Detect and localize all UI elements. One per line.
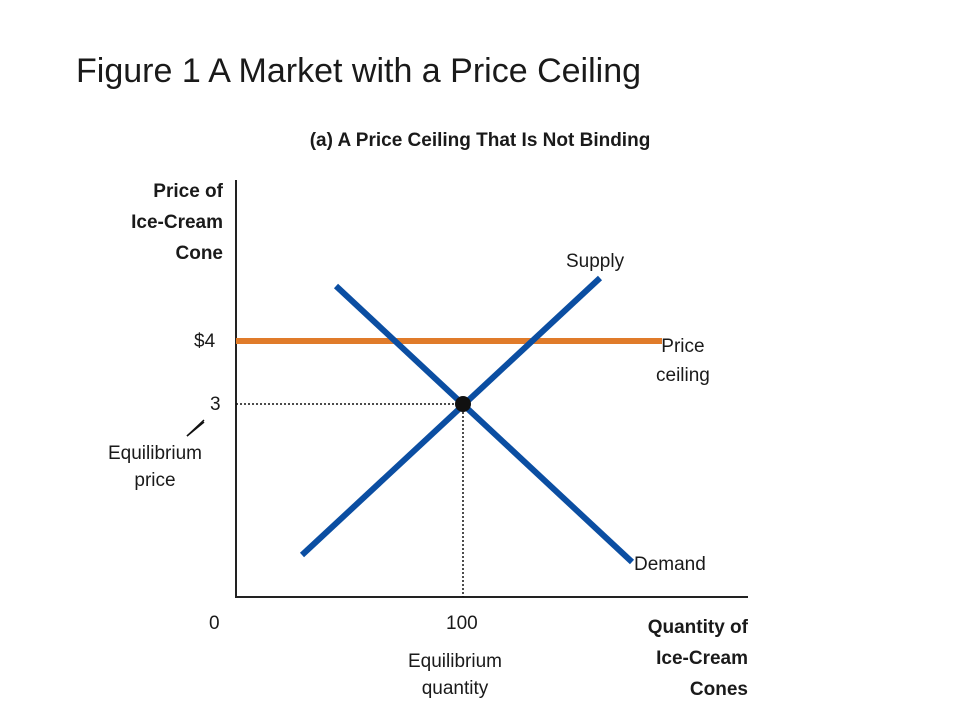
y-axis-label-line-1: Price of: [153, 181, 223, 202]
price-ceiling-label-line-1: Price: [661, 336, 705, 357]
equilibrium-quantity-label: Equilibrium quantity: [408, 648, 502, 702]
price-ceiling-label: Price ceiling: [656, 332, 710, 390]
price-ceiling-label-line-2: ceiling: [656, 365, 710, 386]
equilibrium-price-label: Equilibrium price: [108, 440, 202, 494]
x-axis-label: Quantity of Ice-Cream Cones: [648, 612, 748, 705]
demand-curve: [333, 283, 635, 565]
y-tick-equilibrium-price: 3: [210, 394, 221, 415]
x-tick-equilibrium-quantity: 100: [446, 613, 478, 634]
y-axis-label: Price of Ice-Cream Cone: [131, 176, 223, 269]
equilibrium-price-label-line-1: Equilibrium: [108, 443, 202, 464]
origin-label: 0: [209, 613, 220, 634]
equilibrium-price-label-line-2: price: [134, 470, 176, 491]
x-axis-label-line-2: Ice-Cream: [656, 648, 748, 669]
equilibrium-price-pointer-extension: [186, 419, 205, 437]
y-axis-label-line-2: Ice-Cream: [131, 212, 223, 233]
chart-subtitle: (a) A Price Ceiling That Is Not Binding: [309, 130, 651, 151]
y-axis-label-line-3: Cone: [175, 243, 224, 264]
y-tick-ceiling-price: $4: [194, 331, 216, 352]
equilibrium-point: [455, 396, 471, 412]
supply-curve: [299, 275, 603, 558]
equilibrium-quantity-label-line-1: Equilibrium: [408, 651, 502, 672]
page-title: Figure 1 A Market with a Price Ceiling: [76, 52, 642, 90]
supply-label: Supply: [566, 251, 625, 272]
equilibrium-quantity-label-line-2: quantity: [421, 678, 489, 699]
x-axis-label-line-3: Cones: [689, 679, 748, 700]
x-axis-label-line-1: Quantity of: [647, 617, 748, 638]
demand-label: Demand: [634, 554, 706, 575]
